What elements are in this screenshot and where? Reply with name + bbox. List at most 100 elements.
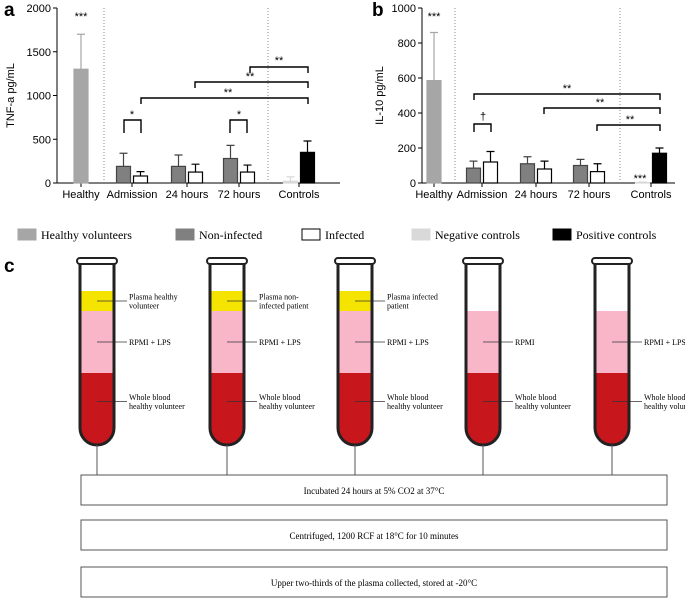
- error-bar: [638, 181, 647, 183]
- significance: **: [224, 87, 233, 99]
- bar: [465, 167, 482, 184]
- tube-rim: [76, 257, 118, 265]
- bar: [519, 163, 536, 184]
- bar: [222, 157, 239, 184]
- error-bar: [243, 164, 252, 173]
- bar: [426, 80, 442, 184]
- tube-rim: [591, 257, 633, 265]
- legend-label: Infected: [325, 228, 364, 242]
- error-bar: [303, 140, 312, 153]
- error-bar: [174, 154, 183, 167]
- x-tick-label: Controls: [279, 189, 320, 201]
- step-text: Centrifuged, 1200 RCF at 18°C for 10 min…: [289, 531, 459, 541]
- x-tick-label: 24 hours: [515, 189, 558, 201]
- bar: [299, 151, 316, 184]
- bar: [170, 165, 187, 184]
- layer-label: healthy volunteer: [387, 402, 443, 411]
- legend-swatch: [175, 228, 195, 241]
- layer-label: RPMI + LPS: [644, 338, 685, 347]
- bracket: [229, 119, 248, 133]
- legend-swatch: [301, 228, 321, 241]
- x-tick-label: Healthy: [415, 189, 453, 201]
- error-bar: [136, 171, 145, 176]
- bar: [239, 171, 256, 184]
- y-tick-label: 1500: [27, 47, 51, 59]
- error-bar: [469, 160, 478, 169]
- layer-label: Whole blood: [387, 393, 429, 402]
- significance: ***: [428, 11, 442, 23]
- step-box: [80, 474, 668, 506]
- significance: **: [626, 114, 635, 126]
- tube-layer: [466, 373, 500, 445]
- layer-label: RPMI: [515, 338, 535, 347]
- significance: †: [480, 111, 486, 123]
- step-box: [80, 519, 668, 551]
- x-tick-label: Healthy: [62, 189, 100, 201]
- significance: ***: [75, 11, 89, 23]
- significance: **: [246, 71, 255, 83]
- y-tick-label: 1000: [392, 3, 416, 15]
- bar: [282, 180, 299, 184]
- legend-swatch: [411, 228, 431, 241]
- error-bar: [191, 163, 200, 173]
- y-tick-label: 600: [398, 73, 416, 85]
- step-text: Incubated 24 hours at 5% CO2 at 37°C: [304, 486, 445, 496]
- y-axis-label: IL-10 pg/mL: [374, 66, 386, 125]
- error-bar: [576, 158, 585, 166]
- layer-label: healthy volunteer: [515, 402, 571, 411]
- bar: [132, 175, 149, 184]
- bracket: [473, 93, 661, 100]
- error-bar: [77, 33, 85, 70]
- layer-label: RPMI + LPS: [259, 338, 301, 347]
- y-tick-label: 400: [398, 108, 416, 120]
- bar: [572, 164, 589, 184]
- tube-layer: [80, 373, 114, 445]
- panel-label: a: [4, 0, 15, 21]
- bracket: [596, 124, 661, 131]
- significance: ***: [634, 173, 648, 185]
- tube-rim: [206, 257, 248, 265]
- significance: **: [596, 97, 605, 109]
- layer-label: volunteer: [129, 302, 160, 311]
- error-bar: [540, 160, 549, 169]
- bracket: [194, 81, 309, 88]
- y-tick-label: 0: [45, 178, 51, 190]
- error-bar: [655, 147, 664, 154]
- x-tick-label: Admission: [457, 189, 508, 201]
- bar: [536, 168, 553, 184]
- layer-label: RPMI + LPS: [129, 338, 171, 347]
- legend-swatch: [17, 228, 37, 241]
- layer-label: Whole blood: [644, 393, 685, 402]
- bracket: [140, 97, 309, 104]
- bracket: [249, 66, 309, 73]
- legend-swatch: [552, 228, 572, 241]
- layer-label: infected patient: [259, 302, 309, 311]
- error-bar: [119, 152, 128, 167]
- bracket: [473, 123, 492, 132]
- significance: **: [563, 83, 572, 95]
- error-bar: [430, 31, 438, 81]
- y-tick-label: 2000: [27, 3, 51, 15]
- legend-label: Negative controls: [435, 228, 520, 242]
- layer-label: RPMI + LPS: [387, 338, 429, 347]
- bracket: [123, 119, 142, 133]
- x-tick-label: Controls: [631, 189, 672, 201]
- layer-label: patient: [387, 302, 410, 311]
- layer-label: healthy volunteer: [129, 402, 185, 411]
- tube-layer: [338, 373, 372, 445]
- layer-label: Whole blood: [259, 393, 301, 402]
- y-tick-label: 200: [398, 143, 416, 155]
- legend-label: Healthy volunteers: [41, 228, 132, 242]
- layer-label: Whole blood: [515, 393, 557, 402]
- layer-label: healthy volunteer: [259, 402, 315, 411]
- error-bar: [226, 144, 235, 159]
- x-tick-label: 24 hours: [166, 189, 209, 201]
- y-axis-label: TNF-a pg/mL: [5, 63, 17, 128]
- bar: [482, 161, 499, 184]
- layer-label: Whole blood: [129, 393, 171, 402]
- tube-layer: [210, 373, 244, 445]
